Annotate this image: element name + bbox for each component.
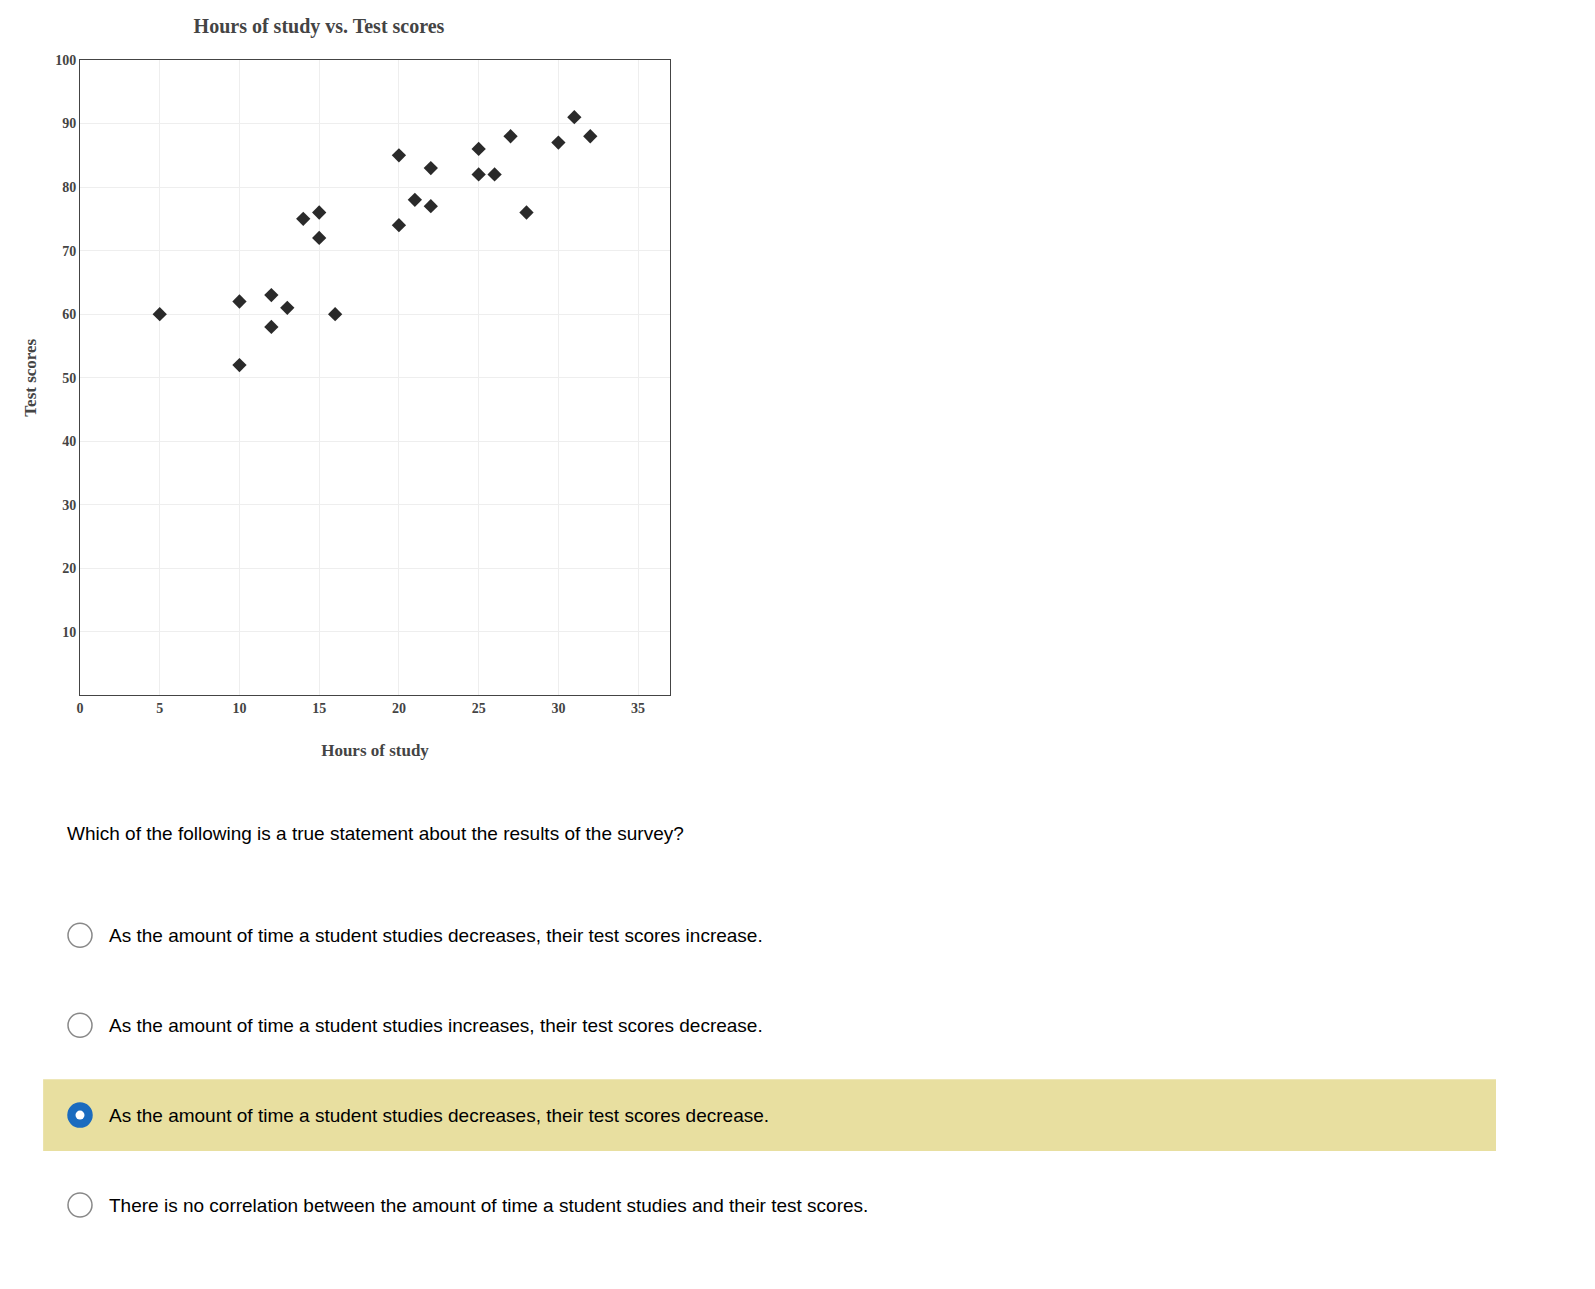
svg-text:90: 90 bbox=[62, 116, 76, 131]
svg-text:60: 60 bbox=[62, 307, 76, 322]
svg-text:25: 25 bbox=[472, 701, 486, 716]
svg-text:Hours of study vs. Test scores: Hours of study vs. Test scores bbox=[194, 15, 445, 38]
svg-text:There is no correlation betwee: There is no correlation between the amou… bbox=[109, 1195, 868, 1216]
svg-text:80: 80 bbox=[62, 180, 76, 195]
svg-text:As the amount of time a studen: As the amount of time a student studies … bbox=[109, 1105, 769, 1126]
svg-text:35: 35 bbox=[631, 701, 645, 716]
svg-text:40: 40 bbox=[62, 434, 76, 449]
svg-text:20: 20 bbox=[62, 561, 76, 576]
svg-text:100: 100 bbox=[55, 53, 76, 68]
svg-text:As the amount of time a studen: As the amount of time a student studies … bbox=[109, 1015, 763, 1036]
svg-text:Which of the following is a tr: Which of the following is a true stateme… bbox=[67, 823, 684, 844]
svg-text:Test scores: Test scores bbox=[21, 338, 40, 416]
svg-text:30: 30 bbox=[62, 498, 76, 513]
svg-text:30: 30 bbox=[551, 701, 565, 716]
svg-text:50: 50 bbox=[62, 371, 76, 386]
svg-text:10: 10 bbox=[62, 625, 76, 640]
svg-text:10: 10 bbox=[232, 701, 246, 716]
svg-text:0: 0 bbox=[77, 701, 84, 716]
svg-text:Hours of study: Hours of study bbox=[321, 741, 429, 760]
svg-text:70: 70 bbox=[62, 244, 76, 259]
svg-text:15: 15 bbox=[312, 701, 326, 716]
svg-text:20: 20 bbox=[392, 701, 406, 716]
svg-text:As the amount of time a studen: As the amount of time a student studies … bbox=[109, 925, 763, 946]
svg-text:5: 5 bbox=[156, 701, 163, 716]
